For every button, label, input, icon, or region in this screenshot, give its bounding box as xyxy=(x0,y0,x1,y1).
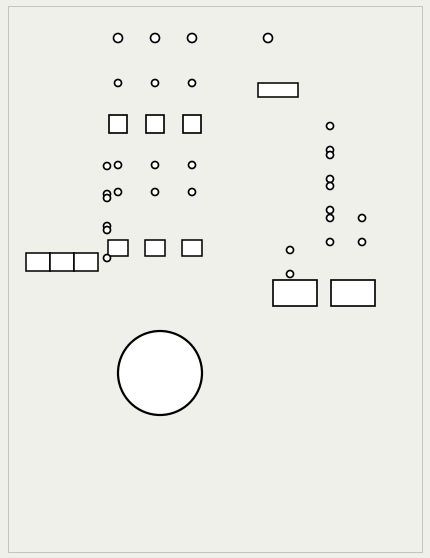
Text: FR: FR xyxy=(348,120,360,130)
Text: KM1: KM1 xyxy=(343,288,363,298)
Circle shape xyxy=(326,206,334,214)
Text: www.jiexiantu.com: www.jiexiantu.com xyxy=(182,533,248,539)
Bar xyxy=(50,253,74,271)
Text: KM2: KM2 xyxy=(306,244,325,253)
Circle shape xyxy=(104,162,111,170)
Circle shape xyxy=(151,189,159,195)
Bar xyxy=(26,253,50,271)
Text: KM2: KM2 xyxy=(284,288,306,298)
Text: 3~: 3~ xyxy=(150,378,170,392)
Circle shape xyxy=(104,227,111,233)
Text: A: A xyxy=(114,19,122,29)
Circle shape xyxy=(264,33,273,42)
Bar xyxy=(109,115,127,133)
Circle shape xyxy=(326,123,334,129)
Bar xyxy=(74,253,98,271)
Circle shape xyxy=(114,79,122,86)
Text: PE: PE xyxy=(53,327,65,337)
Text: R: R xyxy=(100,255,107,265)
Text: KM1: KM1 xyxy=(202,170,223,180)
Circle shape xyxy=(326,147,334,153)
Circle shape xyxy=(150,33,160,42)
Text: SB2: SB2 xyxy=(348,180,367,190)
Bar xyxy=(258,83,298,97)
Text: Q: Q xyxy=(202,62,210,72)
Circle shape xyxy=(359,238,366,246)
Circle shape xyxy=(104,254,111,262)
Text: FU1: FU1 xyxy=(202,119,221,129)
Circle shape xyxy=(151,161,159,169)
Bar xyxy=(183,115,201,133)
Circle shape xyxy=(114,161,122,169)
Circle shape xyxy=(326,214,334,222)
Bar xyxy=(146,115,164,133)
Text: FU2: FU2 xyxy=(268,71,288,81)
Text: KM1: KM1 xyxy=(365,211,384,220)
Circle shape xyxy=(326,182,334,190)
Circle shape xyxy=(104,223,111,229)
Circle shape xyxy=(104,190,111,198)
Circle shape xyxy=(359,214,366,222)
Circle shape xyxy=(286,271,294,277)
Circle shape xyxy=(286,247,294,253)
Circle shape xyxy=(104,195,111,201)
Bar xyxy=(108,240,128,256)
Bar xyxy=(145,240,165,256)
Text: E-: E- xyxy=(318,150,326,158)
Circle shape xyxy=(114,189,122,195)
Text: FR: FR xyxy=(202,243,215,253)
Text: KM2: KM2 xyxy=(105,141,126,151)
Bar xyxy=(182,240,202,256)
Circle shape xyxy=(118,331,202,415)
Circle shape xyxy=(114,33,123,42)
Circle shape xyxy=(188,161,196,169)
Text: E-: E- xyxy=(320,211,328,220)
Bar xyxy=(273,280,317,306)
Text: E-: E- xyxy=(280,244,288,253)
Circle shape xyxy=(188,189,196,195)
Text: M: M xyxy=(153,353,168,368)
Circle shape xyxy=(326,238,334,246)
Circle shape xyxy=(326,176,334,182)
Text: SB1: SB1 xyxy=(348,149,367,159)
Text: C: C xyxy=(188,19,196,29)
Circle shape xyxy=(326,152,334,158)
Circle shape xyxy=(187,33,197,42)
Bar xyxy=(331,280,375,306)
Circle shape xyxy=(188,79,196,86)
Text: B: B xyxy=(151,19,159,29)
Circle shape xyxy=(151,79,159,86)
Text: SB3: SB3 xyxy=(328,195,346,204)
Text: E-: E- xyxy=(318,180,326,190)
Text: N: N xyxy=(264,19,272,29)
